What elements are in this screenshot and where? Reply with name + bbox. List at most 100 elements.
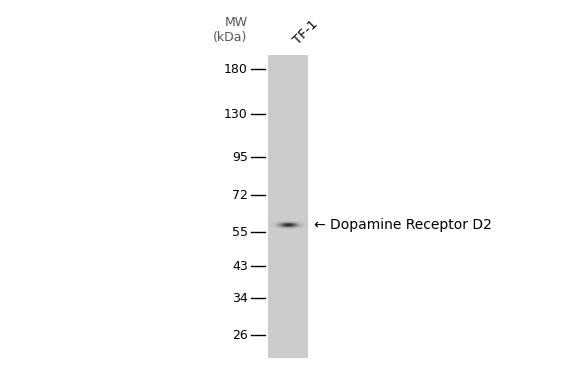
Bar bbox=[268, 187, 308, 188]
Bar bbox=[268, 336, 308, 338]
Bar bbox=[268, 219, 308, 221]
Bar bbox=[268, 90, 308, 91]
Bar bbox=[268, 245, 308, 247]
Bar bbox=[268, 286, 308, 287]
Bar bbox=[268, 297, 308, 298]
Bar bbox=[268, 326, 308, 328]
Bar bbox=[268, 207, 308, 209]
Bar bbox=[268, 185, 308, 186]
Bar bbox=[268, 159, 308, 160]
Bar bbox=[268, 64, 308, 65]
Bar bbox=[268, 222, 308, 224]
Text: (kDa): (kDa) bbox=[213, 32, 247, 44]
Bar bbox=[268, 135, 308, 137]
Bar bbox=[268, 353, 308, 355]
Bar bbox=[268, 234, 308, 236]
Bar bbox=[268, 262, 308, 263]
Bar bbox=[268, 314, 308, 315]
Bar bbox=[268, 255, 308, 256]
Bar bbox=[268, 261, 308, 262]
Text: 55: 55 bbox=[232, 226, 247, 239]
Bar bbox=[268, 125, 308, 127]
Bar bbox=[268, 95, 308, 97]
Bar bbox=[268, 279, 308, 280]
Bar bbox=[268, 320, 308, 321]
Bar bbox=[268, 182, 308, 183]
Bar bbox=[268, 339, 308, 340]
Bar bbox=[268, 92, 308, 93]
Bar bbox=[268, 205, 308, 206]
Bar bbox=[268, 124, 308, 126]
Bar bbox=[268, 305, 308, 307]
Bar bbox=[268, 72, 308, 73]
Bar bbox=[268, 271, 308, 272]
Bar bbox=[268, 256, 308, 258]
Bar bbox=[268, 176, 308, 177]
Bar bbox=[268, 208, 308, 209]
Bar bbox=[268, 213, 308, 215]
Bar bbox=[268, 142, 308, 144]
Bar bbox=[268, 135, 308, 136]
Bar bbox=[268, 167, 308, 168]
Bar bbox=[268, 114, 308, 116]
Bar bbox=[268, 312, 308, 313]
Bar bbox=[268, 276, 308, 277]
Bar bbox=[268, 236, 308, 237]
Bar bbox=[268, 333, 308, 335]
Bar bbox=[268, 123, 308, 125]
Bar bbox=[268, 319, 308, 321]
Bar bbox=[268, 150, 308, 151]
Bar bbox=[268, 348, 308, 349]
Bar bbox=[268, 301, 308, 302]
Bar bbox=[268, 266, 308, 267]
Text: TF-1: TF-1 bbox=[291, 18, 321, 48]
Text: 180: 180 bbox=[223, 63, 247, 76]
Bar bbox=[268, 141, 308, 142]
Bar bbox=[268, 96, 308, 97]
Bar bbox=[268, 350, 308, 351]
Bar bbox=[268, 144, 308, 146]
Bar bbox=[268, 345, 308, 346]
Bar bbox=[268, 278, 308, 279]
Bar bbox=[268, 130, 308, 132]
Bar bbox=[268, 284, 308, 285]
Bar bbox=[268, 164, 308, 165]
Bar bbox=[268, 231, 308, 233]
Bar bbox=[268, 99, 308, 100]
Bar bbox=[268, 129, 308, 131]
Bar bbox=[268, 105, 308, 106]
Bar bbox=[268, 150, 308, 152]
Bar bbox=[268, 58, 308, 59]
Bar bbox=[268, 339, 308, 341]
Bar bbox=[268, 100, 308, 101]
Bar bbox=[268, 141, 308, 143]
Bar bbox=[268, 329, 308, 331]
Bar bbox=[268, 281, 308, 282]
Bar bbox=[268, 287, 308, 288]
Bar bbox=[268, 238, 308, 239]
Bar bbox=[268, 165, 308, 166]
Bar bbox=[268, 327, 308, 329]
Bar bbox=[268, 107, 308, 109]
Bar bbox=[268, 94, 308, 95]
Bar bbox=[268, 191, 308, 192]
Bar bbox=[268, 122, 308, 124]
Bar bbox=[268, 299, 308, 301]
Bar bbox=[268, 265, 308, 266]
Bar bbox=[268, 138, 308, 139]
Bar bbox=[268, 308, 308, 310]
Bar bbox=[268, 136, 308, 138]
Bar bbox=[268, 190, 308, 192]
Bar bbox=[268, 180, 308, 181]
Bar bbox=[268, 128, 308, 130]
Text: 130: 130 bbox=[224, 108, 247, 120]
Bar bbox=[268, 233, 308, 235]
Bar bbox=[268, 345, 308, 347]
Bar bbox=[268, 102, 308, 103]
Bar bbox=[268, 110, 308, 112]
Bar bbox=[268, 192, 308, 193]
Bar bbox=[268, 146, 308, 147]
Bar bbox=[268, 221, 308, 223]
Bar bbox=[268, 264, 308, 265]
Bar bbox=[268, 57, 308, 58]
